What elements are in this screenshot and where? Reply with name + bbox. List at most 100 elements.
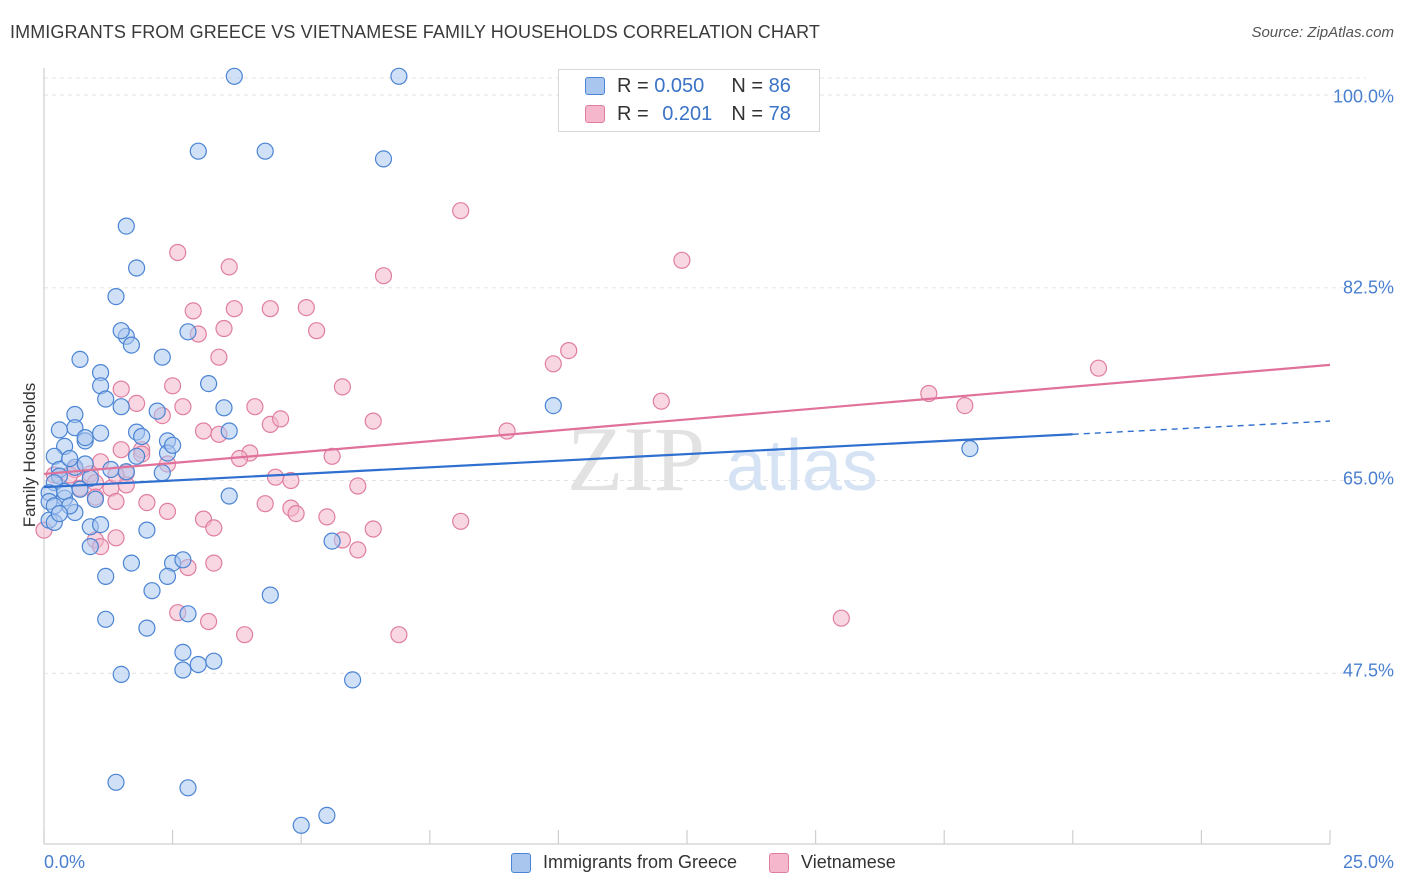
greece-point — [220, 422, 238, 440]
watermark-atlas: atlas — [726, 426, 878, 506]
greece-point — [153, 464, 171, 482]
greece-point — [225, 67, 243, 85]
vietnamese-point — [256, 495, 274, 513]
vietnamese-point — [452, 202, 470, 220]
vietnamese-point — [560, 342, 578, 360]
greece-point — [122, 336, 140, 354]
vietnamese-point — [164, 377, 182, 395]
y-axis-label: Family Households — [20, 382, 39, 528]
vietnamese-point — [261, 300, 279, 318]
greece-point — [50, 421, 69, 439]
greece-point — [256, 142, 274, 160]
n-key: N = — [731, 102, 764, 125]
vietnamese-point — [374, 267, 393, 285]
vietnamese-point — [112, 380, 130, 398]
series-greece-points — [40, 67, 979, 834]
greece-point — [292, 816, 310, 834]
greece-point — [344, 671, 362, 689]
vietnamese-point — [323, 447, 341, 465]
greece-point — [174, 643, 192, 662]
greece-trend-extension — [1072, 420, 1331, 435]
stats-legend: R = 0.050 N = 86 R = 0.201 N = 78 — [558, 69, 820, 132]
x-tick-label-min: 0.0% — [44, 852, 86, 872]
greece-point — [112, 322, 130, 340]
vietnamese-legend-swatch-icon — [769, 852, 790, 873]
vietnamese-point — [498, 422, 516, 440]
vietnamese-point — [349, 477, 367, 495]
vietnamese-point — [200, 612, 218, 631]
vietnamese-point — [169, 243, 187, 262]
vietnamese-point — [287, 504, 305, 523]
greece-point — [133, 427, 151, 446]
vietnamese-point — [225, 300, 243, 318]
greece-point — [128, 447, 146, 465]
vietnamese-point — [220, 258, 238, 276]
greece-point — [107, 773, 125, 791]
y-tick-label: 65.0% — [1342, 468, 1394, 489]
greece-point — [158, 567, 177, 586]
vietnamese-point — [266, 468, 285, 486]
y-tick-label: 82.5% — [1342, 277, 1394, 298]
vietnamese-point — [544, 355, 562, 373]
greece-point — [143, 582, 161, 600]
vietnamese-point — [246, 398, 264, 416]
greece-point — [91, 515, 110, 534]
watermark: ZIP atlas — [567, 408, 878, 510]
x-tick-label-max: 25.0% — [1342, 852, 1394, 872]
greece-point — [200, 375, 218, 393]
legend-item-greece[interactable]: Immigrants from Greece — [511, 852, 737, 873]
vietnamese-point — [205, 519, 223, 537]
greece-point — [112, 665, 130, 684]
greece-legend-swatch-icon — [511, 852, 531, 873]
vietnamese-point — [364, 520, 382, 538]
vietnamese-point — [272, 410, 290, 428]
vietnamese-point — [107, 529, 125, 547]
greece-point — [179, 605, 197, 623]
greece-point — [138, 619, 156, 637]
greece-point — [323, 532, 341, 550]
legend-item-vietnamese[interactable]: Vietnamese — [769, 852, 896, 873]
vietnamese-point — [333, 378, 351, 396]
vietnamese-point — [297, 299, 315, 317]
vietnamese-point — [174, 398, 192, 416]
greece-point — [374, 150, 393, 168]
vietnamese-point — [956, 397, 974, 415]
legend-label: Immigrants from Greece — [543, 852, 738, 872]
r-value: 0.201 — [662, 102, 713, 125]
vietnamese-point — [1089, 359, 1108, 377]
n-value: 78 — [768, 102, 791, 125]
gridlines — [44, 77, 1366, 674]
greece-point — [117, 217, 135, 235]
greece-point — [97, 610, 115, 628]
vietnamese-point — [349, 541, 367, 559]
stats-row-vietnamese: R = 0.201 N = 78 — [585, 101, 791, 127]
chart-title: IMMIGRANTS FROM GREECE VS VIETNAMESE FAM… — [10, 22, 820, 42]
y-tick-label: 47.5% — [1342, 660, 1394, 681]
series-legend: Immigrants from Greece Vietnamese — [511, 852, 928, 873]
vietnamese-point — [652, 392, 670, 410]
greece-point — [138, 521, 156, 539]
n-key: N = — [731, 74, 764, 97]
greece-point — [97, 567, 115, 586]
n-value: 86 — [768, 74, 791, 97]
vietnamese-point — [282, 471, 300, 490]
greece-point — [107, 288, 125, 306]
stats-row-greece: R = 0.050 N = 86 — [585, 73, 791, 99]
greece-point — [390, 67, 408, 85]
greece-point — [174, 551, 192, 569]
vietnamese-point — [205, 554, 223, 572]
vietnamese-point — [452, 512, 470, 530]
vietnamese-point — [236, 626, 254, 644]
greece-point — [961, 440, 979, 458]
r-key: R = — [617, 102, 649, 125]
vietnamese-point — [184, 302, 202, 320]
greece-point — [61, 449, 79, 468]
legend-label: Vietnamese — [801, 852, 896, 872]
greece-trend-line — [43, 433, 1073, 489]
greece-point — [71, 480, 89, 498]
vietnamese-point — [112, 441, 130, 459]
vietnamese-trend-line — [43, 363, 1331, 476]
trend-lines — [43, 363, 1331, 489]
vietnamese-point — [318, 508, 336, 526]
